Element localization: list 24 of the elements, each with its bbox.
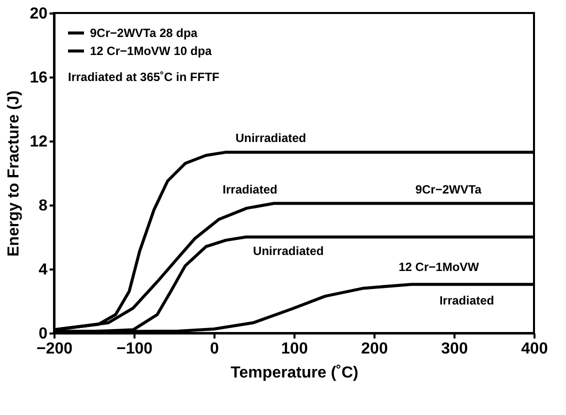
legend-label: 9Cr−2WVTa 28 dpa — [90, 26, 198, 40]
legend-label: 12 Cr−1MoVW 10 dpa — [90, 44, 212, 58]
annotation: 9Cr−2WVTa — [415, 182, 482, 196]
annotation: Irradiated — [222, 182, 278, 196]
annotation: Unirradiated — [253, 244, 324, 258]
annotation: Irradiated — [439, 293, 494, 308]
annotation: 12 Cr−1MoVW — [398, 260, 480, 274]
x-axis-title: Temperature (˚C) — [230, 364, 358, 382]
y-tick-label: 0 — [38, 326, 48, 342]
annotation: Unirradiated — [235, 131, 306, 146]
x-tick-label: 400 — [521, 340, 548, 358]
x-tick-label: 0 — [210, 340, 220, 358]
x-tick-label: 100 — [281, 340, 308, 358]
y-tick-label: 12 — [30, 134, 48, 150]
x-tick-label: −200 — [36, 340, 73, 358]
y-tick-label: 16 — [30, 70, 48, 86]
x-tick-label: −100 — [116, 340, 153, 358]
y-tick-label: 20 — [30, 6, 48, 22]
y-tick-label: 4 — [38, 262, 48, 278]
x-tick-label: 300 — [441, 340, 468, 358]
y-tick-label: 8 — [38, 198, 48, 214]
x-tick-label: 200 — [361, 340, 388, 358]
y-axis-title: Energy to Fracture (J) — [6, 90, 23, 257]
annotation: Irradiated at 365˚C in FFTF — [68, 70, 220, 84]
